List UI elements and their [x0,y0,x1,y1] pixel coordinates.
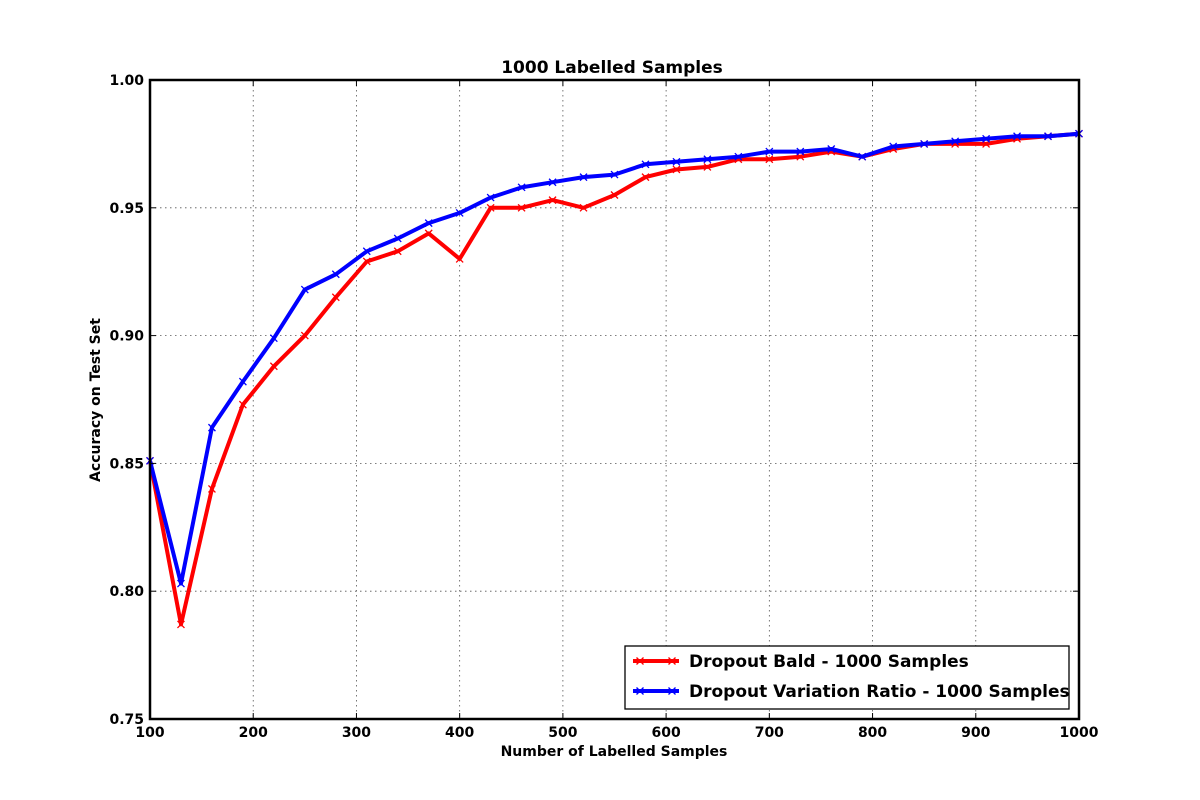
data-point [765,155,774,164]
legend-marker [668,657,676,665]
data-point [796,147,805,156]
series-layer [146,129,1083,629]
data-point [641,160,650,169]
grid [150,80,1079,719]
legend-marker [636,687,644,695]
data-point [362,257,371,266]
data-point [269,334,278,343]
legend-entry-variation-ratio: Dropout Variation Ratio - 1000 Samples [633,682,1070,702]
data-point [486,203,495,212]
data-point [362,247,371,256]
data-point [920,139,929,148]
data-point [455,208,464,217]
data-point [424,219,433,228]
legend-marker [636,657,644,665]
x-tick-label: 600 [651,725,680,741]
data-point [548,196,557,205]
ticks: 100 200 300 400 500 600 700 800 900 1000 0.75 0.80 0… [109,73,1098,741]
data-point [858,152,867,161]
x-tick-label: 400 [445,725,474,741]
legend-label-variation-ratio: Dropout Variation Ratio - 1000 Samples [689,682,1070,702]
y-tick-label: 0.85 [109,456,144,472]
data-point [331,270,340,279]
y-tick-label: 0.75 [109,712,144,728]
y-tick-label: 1.00 [109,73,144,89]
y-tick-label: 0.95 [109,201,144,217]
data-point [300,331,309,340]
y-tick-label: 0.90 [109,329,144,345]
x-tick-label: 200 [239,725,268,741]
legend-box [624,645,1070,710]
data-point [238,400,247,409]
data-point [889,142,898,151]
data-point [703,155,712,164]
data-point [610,170,619,179]
data-point [579,203,588,212]
y-tick-label: 0.80 [109,584,144,600]
data-point [672,165,681,174]
data-point [393,247,402,256]
data-point [1044,132,1052,141]
data-point [238,377,247,386]
data-point [177,579,185,588]
legend-swatch-bald [633,657,679,665]
x-tick-label: 700 [755,725,784,741]
data-point [827,145,836,153]
x-tick-label: 300 [342,725,371,741]
data-point [734,152,743,161]
data-point [703,162,712,171]
data-point [517,203,526,212]
legend-marker [668,687,676,695]
legend: Dropout Bald - 1000 Samples Dropout Vari… [624,645,1070,710]
legend-label-bald: Dropout Bald - 1000 Samples [689,652,969,672]
series-variation-ratio [146,129,1083,588]
data-point [424,229,433,238]
plot-frame [148,78,1081,721]
data-point [486,193,495,202]
data-point [982,134,991,143]
x-tick-label: 800 [858,725,887,741]
data-point [579,173,588,182]
x-tick-label: 1000 [1060,725,1099,741]
legend-entry-bald: Dropout Bald - 1000 Samples [633,652,969,672]
data-point [455,254,464,263]
x-tick-label: 900 [961,725,990,741]
data-point [300,285,309,294]
data-point [517,183,526,192]
x-tick-label: 100 [135,725,164,741]
data-point [672,157,681,166]
data-point [765,147,774,156]
x-tick-label: 500 [548,725,577,741]
data-point [1013,132,1022,141]
chart-title: 1000 Labelled Samples [501,58,723,78]
data-point [951,137,960,146]
data-point [207,485,216,493]
legend-swatch-variation-ratio [633,687,679,695]
data-point [177,620,185,629]
data-point [641,173,650,182]
data-point [610,191,619,199]
data-point [548,178,557,187]
data-point [393,234,402,243]
data-point [207,423,216,432]
data-point [269,362,278,371]
y-axis-label: Accuracy on Test Set [88,318,104,482]
data-point [331,293,340,302]
x-axis-label: Number of Labelled Samples [501,744,728,760]
